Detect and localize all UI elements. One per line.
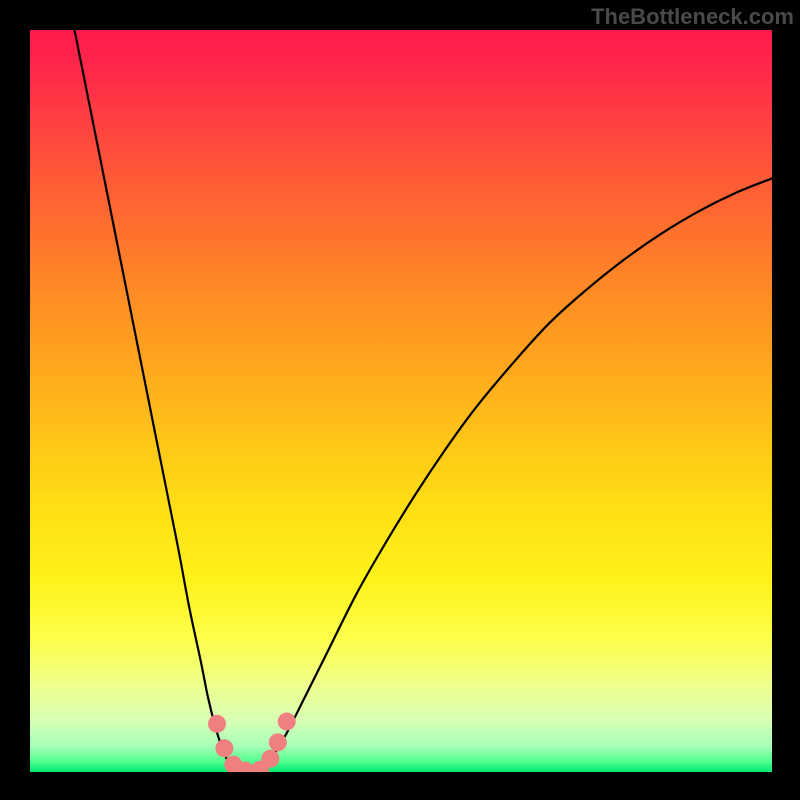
curve-marker: [215, 739, 233, 757]
curve-marker: [261, 750, 279, 768]
curve-layer: [30, 30, 772, 772]
bottleneck-curve: [75, 30, 772, 771]
curve-marker: [269, 733, 287, 751]
plot-area: [30, 30, 772, 772]
curve-marker: [278, 713, 296, 731]
curve-marker: [208, 715, 226, 733]
watermark-text: TheBottleneck.com: [591, 4, 794, 30]
chart-container: TheBottleneck.com: [0, 0, 800, 800]
